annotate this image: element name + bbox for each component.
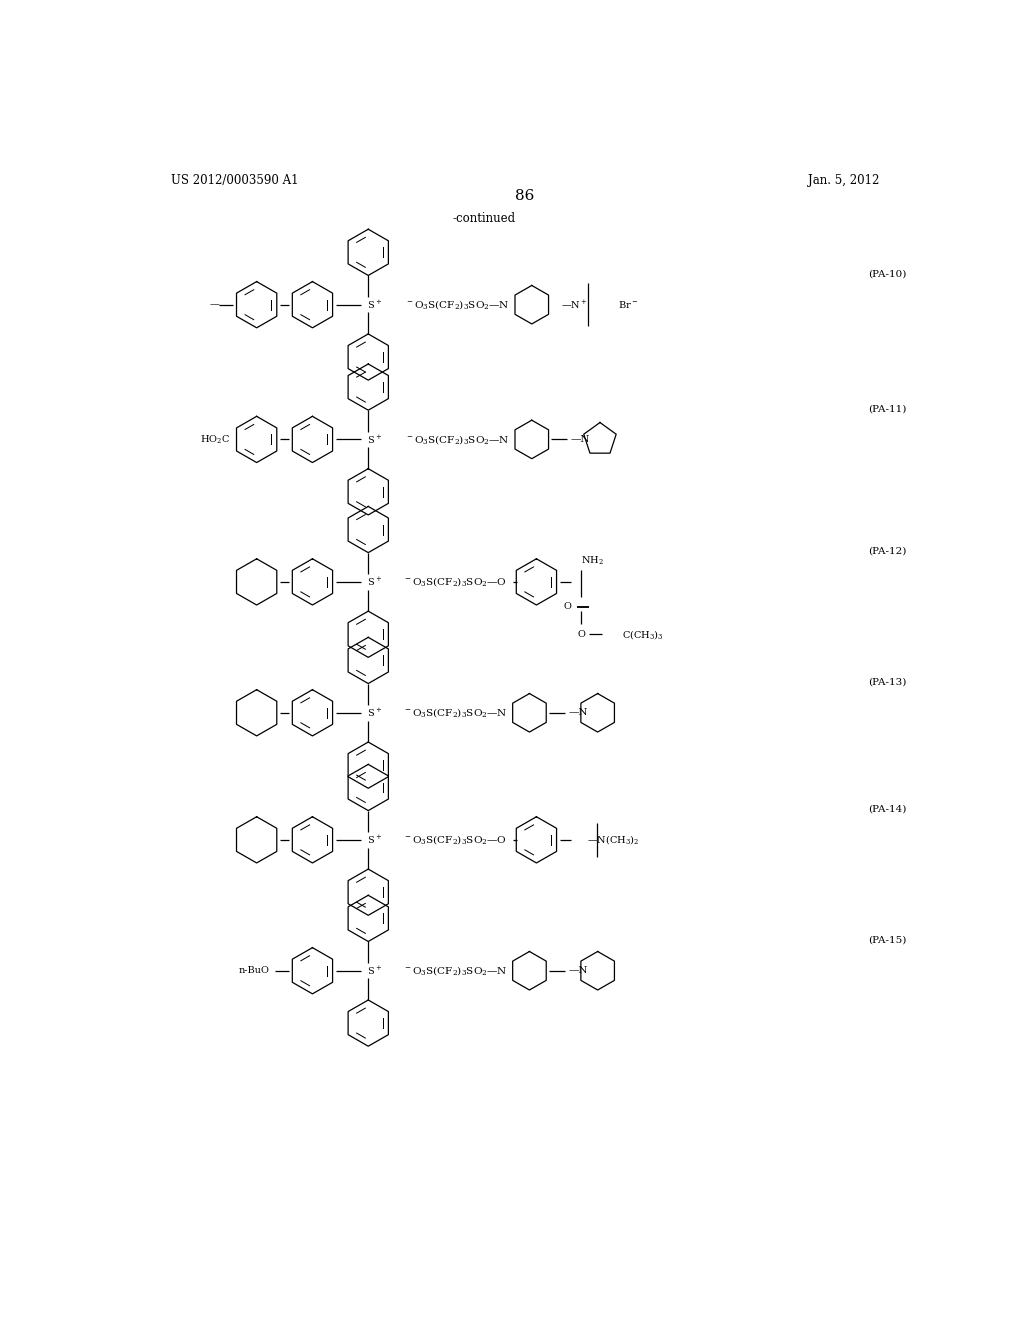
Text: S$^+$: S$^+$ [367,706,382,719]
Text: —N(CH$_3$)$_2$: —N(CH$_3$)$_2$ [587,833,639,846]
Text: NH$_2$: NH$_2$ [582,554,604,566]
Text: $^-$O$_3$S(CF$_2$)$_3$SO$_2$—N: $^-$O$_3$S(CF$_2$)$_3$SO$_2$—N [406,433,510,446]
Text: —N: —N [568,709,588,717]
Text: $^-$O$_3$S(CF$_2$)$_3$SO$_2$—N: $^-$O$_3$S(CF$_2$)$_3$SO$_2$—N [403,964,508,977]
Text: Br$^-$: Br$^-$ [609,300,639,310]
Text: (PA-14): (PA-14) [868,805,906,813]
Text: n-BuO: n-BuO [239,966,270,975]
Text: C(CH$_3$)$_3$: C(CH$_3$)$_3$ [622,628,664,640]
Text: —N: —N [570,436,590,444]
Text: S$^+$: S$^+$ [367,834,382,846]
Text: $^-$O$_3$S(CF$_2$)$_3$SO$_2$—O: $^-$O$_3$S(CF$_2$)$_3$SO$_2$—O [403,576,507,589]
Text: HO$_2$C: HO$_2$C [200,433,229,446]
Text: —: — [209,300,219,309]
Text: $^-$O$_3$S(CF$_2$)$_3$SO$_2$—N: $^-$O$_3$S(CF$_2$)$_3$SO$_2$—N [403,706,508,719]
Text: S$^+$: S$^+$ [367,965,382,977]
Text: 86: 86 [515,189,535,203]
Text: $^-$O$_3$S(CF$_2$)$_3$SO$_2$—N: $^-$O$_3$S(CF$_2$)$_3$SO$_2$—N [406,298,510,312]
Text: (PA-12): (PA-12) [868,546,906,556]
Text: $^-$O$_3$S(CF$_2$)$_3$SO$_2$—O: $^-$O$_3$S(CF$_2$)$_3$SO$_2$—O [403,833,507,846]
Text: —N$^+$: —N$^+$ [561,298,588,310]
Text: O: O [563,602,571,611]
Text: -continued: -continued [453,213,516,226]
Text: O: O [578,630,586,639]
Text: S$^+$: S$^+$ [367,298,382,310]
Text: —N: —N [568,966,588,975]
Text: (PA-11): (PA-11) [868,404,906,413]
Text: US 2012/0003590 A1: US 2012/0003590 A1 [171,174,298,187]
Text: (PA-13): (PA-13) [868,677,906,686]
Text: Jan. 5, 2012: Jan. 5, 2012 [808,174,880,187]
Text: S$^+$: S$^+$ [367,433,382,446]
Text: (PA-10): (PA-10) [868,269,906,279]
Text: (PA-15): (PA-15) [868,936,906,944]
Text: S$^+$: S$^+$ [367,576,382,587]
